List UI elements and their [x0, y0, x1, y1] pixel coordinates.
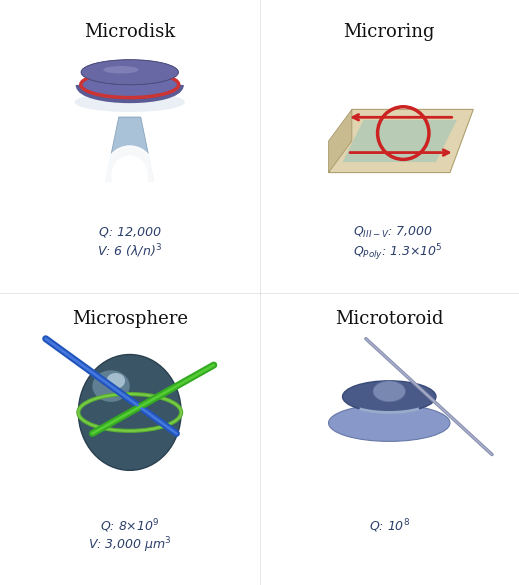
- Ellipse shape: [106, 373, 125, 389]
- Text: Q: 10$^8$: Q: 10$^8$: [368, 518, 410, 535]
- Text: $Q_{III-V}$: 7,000: $Q_{III-V}$: 7,000: [353, 225, 433, 240]
- Text: Microring: Microring: [344, 23, 435, 42]
- Circle shape: [103, 146, 156, 206]
- Polygon shape: [105, 117, 154, 181]
- Text: Q: 12,000: Q: 12,000: [99, 225, 161, 238]
- Ellipse shape: [81, 72, 179, 97]
- Text: Microsphere: Microsphere: [72, 310, 188, 328]
- Polygon shape: [329, 109, 473, 173]
- Polygon shape: [329, 109, 352, 173]
- Text: V: 3,000 μm$^3$: V: 3,000 μm$^3$: [88, 535, 172, 555]
- Ellipse shape: [92, 370, 130, 402]
- Circle shape: [112, 156, 147, 195]
- Ellipse shape: [81, 60, 179, 85]
- Ellipse shape: [329, 405, 450, 442]
- Ellipse shape: [373, 381, 406, 402]
- Ellipse shape: [78, 355, 181, 470]
- Text: Microdisk: Microdisk: [84, 23, 175, 42]
- Polygon shape: [343, 120, 457, 162]
- Ellipse shape: [343, 381, 436, 412]
- Text: V: 6 ($\lambda$/n)$^3$: V: 6 ($\lambda$/n)$^3$: [97, 243, 162, 260]
- Ellipse shape: [81, 60, 179, 85]
- Text: Microtoroid: Microtoroid: [335, 310, 444, 328]
- Text: $Q_{Poly}$: 1.3×10$^5$: $Q_{Poly}$: 1.3×10$^5$: [353, 243, 443, 263]
- Ellipse shape: [75, 92, 185, 112]
- Text: Q: 8×10$^9$: Q: 8×10$^9$: [100, 518, 159, 535]
- Ellipse shape: [103, 66, 139, 74]
